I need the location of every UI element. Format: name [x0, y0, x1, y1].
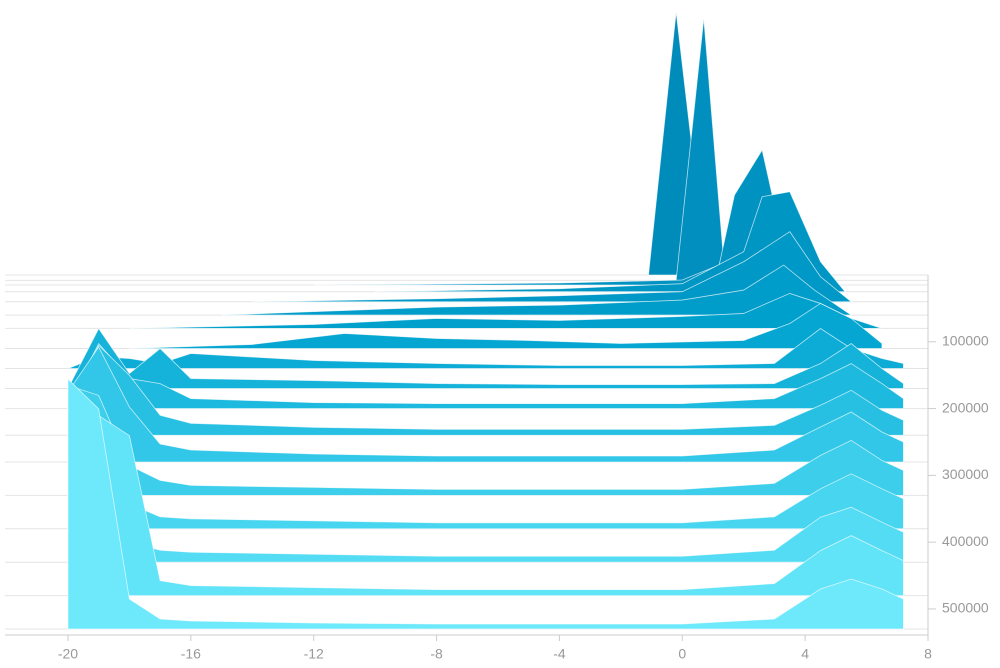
y-tick-label: 400000 [942, 533, 989, 549]
x-tick-label: -16 [181, 646, 201, 662]
x-tick-label: 4 [801, 646, 809, 662]
x-tick-label: -4 [553, 646, 566, 662]
x-tick-label: -8 [430, 646, 443, 662]
ridge [67, 378, 904, 630]
ridge [67, 344, 904, 436]
x-tick-label: 8 [924, 646, 932, 662]
y-tick-label: 300000 [942, 466, 989, 482]
ridge [67, 394, 904, 596]
ridge [375, 191, 846, 293]
y-tick-label: 100000 [942, 332, 989, 348]
x-tick-label: -12 [304, 646, 324, 662]
x-tick-label: 0 [678, 646, 686, 662]
ridge [129, 293, 883, 329]
x-tick-label: -20 [58, 646, 78, 662]
y-tick-label: 200000 [942, 399, 989, 415]
ridge [252, 231, 853, 303]
y-tick-label: 500000 [942, 600, 989, 616]
ridge [221, 264, 853, 316]
ridge [67, 346, 904, 463]
ridge [129, 303, 883, 349]
